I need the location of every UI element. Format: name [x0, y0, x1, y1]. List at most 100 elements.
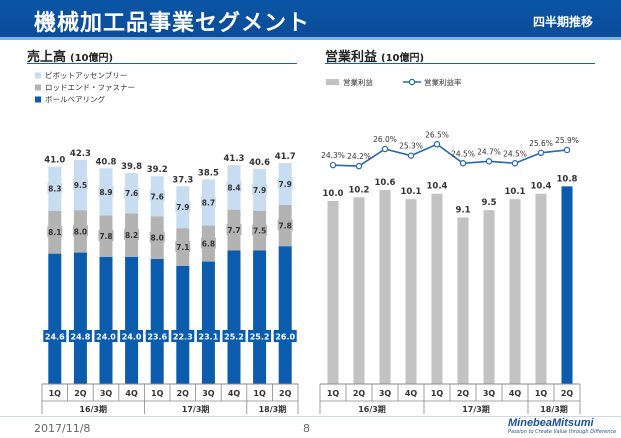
margin-marker-7 [511, 160, 519, 167]
profit-title-text: 営業利益 [325, 50, 378, 65]
sales-category-label: 2Q [177, 389, 190, 398]
profit-value-label: 10.1 [401, 187, 422, 197]
sales-category-label: 4Q [228, 389, 241, 398]
sales-bar-0-5 [176, 265, 190, 384]
sales-seg-label-bg [175, 201, 191, 213]
sales-seg-label-bg [98, 230, 114, 242]
sales-total-label: 41.0 [44, 156, 65, 166]
profit-value-label: 10.4 [531, 182, 552, 192]
sales-seg-label-2: 9.5 [74, 181, 87, 190]
margin-label: 26.5% [425, 130, 449, 139]
sales-ball-label: 25.2 [224, 333, 244, 342]
sales-category-label: 3Q [100, 389, 113, 398]
sales-seg-label-bg [149, 190, 165, 202]
margin-label: 25.9% [555, 136, 579, 145]
sales-section-rule [27, 63, 297, 64]
sales-unit: (10億円) [70, 53, 114, 64]
sales-ball-label-box [273, 330, 297, 342]
company-logo: MinebeaMitsumi Passion to Create Value t… [508, 417, 618, 437]
legend-profit-label: 営業利益 [343, 77, 373, 87]
sales-seg-label-bg [200, 237, 216, 249]
sales-seg-label-bg [175, 240, 191, 252]
profit-bar-3 [405, 199, 417, 384]
sales-ball-label: 23.1 [199, 333, 219, 342]
margin-marker-1 [355, 162, 363, 170]
sales-group-label: 18/3期 [259, 404, 287, 414]
legend-label-1: ロッドエンド・ファスナー [45, 83, 135, 92]
sales-seg-label-2: 7.9 [279, 180, 292, 189]
sales-total-label: 42.3 [70, 149, 91, 159]
profit-category-label: 3Q [483, 389, 496, 398]
sales-bar-0-3 [125, 256, 139, 384]
profit-category-label: 3Q [379, 389, 392, 398]
sales-seg-label-bg [277, 219, 293, 231]
profit-bar-2 [379, 190, 391, 384]
sales-seg-label-bg [226, 181, 242, 193]
profit-group-label: 17/3期 [462, 404, 490, 414]
sales-seg-label-bg [226, 224, 242, 236]
profit-bar-6 [483, 210, 495, 384]
footer-rule [0, 416, 621, 417]
header-rule [0, 37, 621, 40]
margin-marker-0 [329, 161, 337, 169]
margin-label: 25.3% [399, 142, 423, 151]
profit-unit: (10億円) [381, 53, 425, 64]
sales-ball-label: 24.6 [45, 333, 65, 342]
sales-total-label: 39.2 [147, 165, 168, 175]
sales-category-label: 2Q [74, 389, 87, 398]
sales-total-label: 41.3 [224, 154, 245, 164]
sales-category-label: 1Q [151, 389, 164, 398]
profit-bar-4 [431, 193, 443, 384]
sales-seg-label-bg [47, 226, 63, 238]
sales-category-label: 2Q [279, 389, 292, 398]
margin-marker-3 [407, 152, 415, 159]
sales-ball-label-box [196, 330, 220, 342]
margin-marker-4 [433, 141, 441, 148]
sales-section-title: 売上高 (10億円) [27, 46, 113, 65]
sales-category-label: 3Q [202, 389, 215, 398]
profit-bar-0 [327, 201, 339, 384]
slide-title: 機械加工品事業セグメント [34, 11, 311, 36]
profit-category-label: 2Q [457, 389, 470, 398]
sales-seg-label-bg [72, 225, 88, 237]
sales-bar-0-6 [201, 261, 215, 384]
sales-bar-0-8 [253, 250, 267, 384]
profit-value-label: 9.5 [481, 198, 496, 208]
period-label: 四半期推移 [532, 15, 593, 29]
sales-seg-label-2: 7.9 [176, 203, 189, 212]
sales-total-label: 38.5 [198, 168, 219, 178]
profit-category-label: 4Q [509, 389, 522, 398]
sales-category-label: 1Q [253, 389, 266, 398]
legend-margin-marker [408, 78, 416, 86]
sales-seg-label-2: 8.9 [99, 188, 112, 197]
sales-total-label: 40.6 [249, 158, 270, 168]
sales-seg-label-1: 8.2 [125, 231, 138, 240]
profit-group-label: 16/3期 [358, 404, 386, 414]
profit-value-label: 10.4 [427, 182, 448, 192]
margin-line [332, 143, 568, 167]
page-number: 8 [303, 422, 310, 435]
sales-category-label: 4Q [125, 389, 138, 398]
profit-category-label: 1Q [327, 389, 340, 398]
margin-marker-8 [537, 149, 545, 156]
footer-date: 2017/11/8 [34, 422, 91, 435]
sales-seg-label-bg [149, 231, 165, 243]
sales-ball-label-box [94, 330, 118, 342]
sales-ball-label-box [68, 330, 92, 342]
profit-category-label: 4Q [405, 389, 418, 398]
sales-seg-label-1: 7.5 [253, 227, 266, 236]
sales-total-label: 39.8 [121, 162, 142, 172]
sales-bar-0-0 [48, 253, 62, 384]
margin-label: 24.5% [451, 149, 475, 158]
sales-ball-label: 24.0 [122, 333, 142, 342]
sales-ball-label: 25.2 [250, 333, 270, 342]
profit-category-label: 1Q [535, 389, 548, 398]
sales-ball-label-box [248, 330, 272, 342]
margin-label: 24.3% [321, 151, 345, 160]
margin-label: 24.2% [347, 152, 371, 161]
sales-ball-label: 23.6 [147, 333, 167, 342]
sales-seg-label-2: 8.4 [227, 183, 240, 192]
sales-total-label: 37.3 [172, 175, 193, 185]
profit-category-label: 1Q [431, 389, 444, 398]
